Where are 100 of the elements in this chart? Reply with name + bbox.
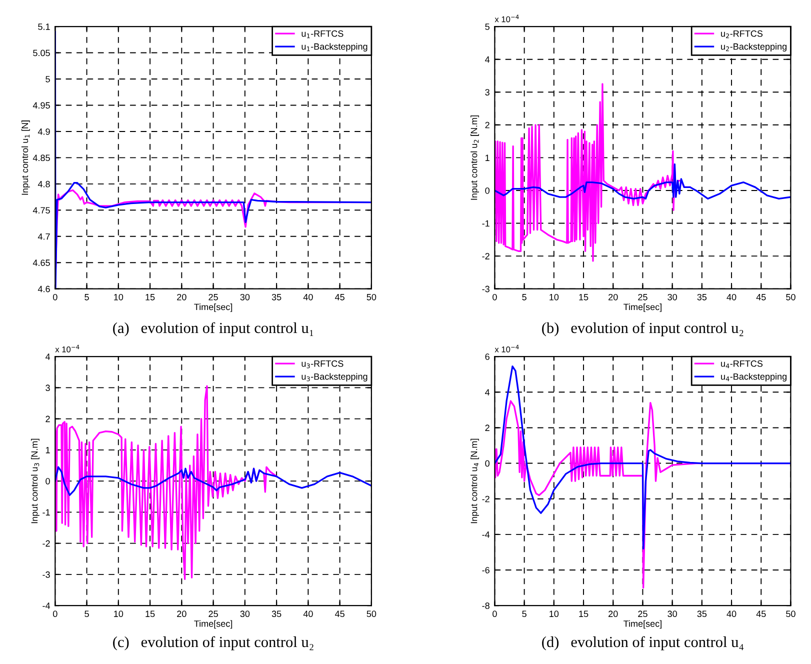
x-tick-label: 40: [726, 294, 736, 300]
y-tick-label: 4.75: [32, 207, 50, 214]
x-tick-label: 30: [668, 294, 677, 300]
x-tick-label: 30: [668, 610, 677, 618]
x-tick-label: 45: [334, 610, 344, 618]
x-tick-label: 45: [756, 610, 766, 618]
y-axis-title: Input control u$_{2}$ [N.m]: [470, 116, 479, 200]
x-tick-label: 25: [208, 294, 218, 300]
y-tick-label: 5: [46, 76, 50, 82]
x-tick-label: 20: [177, 610, 186, 618]
x-tick-label: 40: [303, 294, 313, 300]
x-tick-label: 15: [579, 294, 588, 300]
x-tick-label: 50: [786, 294, 796, 300]
y-tick-label: 4.9: [38, 128, 50, 135]
y-tick-label: 0: [485, 187, 490, 194]
y-tick-label: -1: [42, 509, 50, 516]
y-tick-label: 2: [485, 424, 490, 431]
x-tick-label: 35: [697, 610, 707, 618]
x-tick-label: 15: [579, 610, 588, 618]
legend-label: u$_{4}$-RFTCS: [721, 360, 763, 368]
line-series: [494, 163, 791, 200]
text: x 10$^{−4}$: [494, 344, 519, 352]
y-tick-label: 1: [486, 154, 490, 161]
x-tick-label: 0: [52, 294, 58, 300]
x-tick-label: 30: [240, 294, 250, 300]
legend-label: u$_{1}$-RFTCS: [302, 30, 344, 38]
y-tick-label: 4.6: [38, 286, 50, 292]
legend-label: u$_{2}$-Backstepping: [721, 43, 786, 52]
x-axis-title: Time[sec]: [194, 304, 232, 312]
x-tick-label: 45: [756, 294, 766, 300]
y-tick-label: 1: [46, 447, 50, 454]
text: x 10$^{−4}$: [494, 14, 519, 22]
y-tick-label: 5.1: [38, 24, 50, 30]
y-tick-label: 4.85: [32, 154, 50, 162]
y-tick-label: -1: [482, 220, 490, 227]
y-tick-label: 5: [485, 24, 490, 30]
text: (a) evolution of input control u₁: [113, 322, 314, 336]
y-tick-label: 6: [485, 354, 490, 360]
x-tick-label: 10: [550, 294, 559, 300]
legend-label: u$_{2}$-RFTCS: [721, 30, 763, 38]
text: x 10$^{−4}$: [55, 344, 80, 352]
y-tick-label: 0: [46, 478, 50, 484]
y-tick-label: 4.65: [32, 260, 50, 266]
legend-label: u$_{4}$-Backstepping: [721, 373, 786, 382]
y-tick-label: 4.7: [38, 233, 50, 240]
x-tick-label: 15: [146, 294, 155, 300]
legend-label: u$_{3}$-RFTCS: [302, 360, 344, 368]
text: (d) evolution of input control u₄: [542, 636, 744, 650]
x-tick-label: 35: [697, 294, 707, 300]
y-tick-label: -2: [482, 253, 490, 260]
x-tick-label: 20: [177, 294, 186, 300]
y-tick-label: 3: [485, 89, 490, 96]
x-tick-label: 40: [726, 610, 736, 618]
y-tick-label: -3: [42, 571, 50, 578]
legend-label: u$_{3}$-Backstepping: [302, 373, 368, 382]
y-tick-label: 3: [46, 384, 50, 392]
x-tick-label: 5: [84, 610, 89, 618]
legend-label: u$_{1}$-Backstepping: [302, 43, 368, 52]
x-tick-label: 25: [208, 610, 218, 618]
line-series: [55, 466, 372, 496]
y-tick-label: 4.95: [32, 102, 50, 109]
y-axis-title: Input control u$_{4}$ [N.m]: [470, 438, 479, 524]
y-tick-label: 5.05: [33, 50, 50, 56]
text: (c) evolution of input control u₂: [113, 636, 314, 650]
x-tick-label: 35: [272, 294, 282, 300]
y-tick-label: -4: [42, 602, 50, 609]
y-tick-label: 2: [46, 416, 50, 422]
x-tick-label: 30: [240, 610, 250, 618]
x-tick-label: 0: [52, 610, 58, 618]
x-tick-label: 45: [334, 294, 344, 300]
x-tick-label: 0: [492, 610, 497, 618]
x-tick-label: 20: [608, 610, 618, 618]
text: (b) evolution of input control u₂: [542, 322, 744, 336]
y-tick-label: 2: [485, 122, 490, 128]
x-tick-label: 50: [366, 294, 376, 300]
x-axis-title: Time[sec]: [624, 304, 662, 312]
y-tick-label: 0: [485, 460, 490, 467]
y-tick-label: -2: [42, 540, 50, 547]
x-tick-label: 50: [786, 610, 796, 618]
x-tick-label: 40: [303, 610, 313, 618]
x-tick-label: 20: [608, 294, 618, 300]
line-series: [55, 385, 278, 580]
y-tick-label: 4: [485, 389, 490, 396]
x-axis-title: Time[sec]: [194, 620, 232, 629]
y-tick-label: -8: [482, 602, 490, 609]
y-tick-label: -6: [482, 566, 490, 574]
x-tick-label: 5: [522, 294, 526, 300]
x-tick-label: 25: [638, 294, 648, 300]
x-tick-label: 5: [84, 294, 89, 300]
x-tick-label: 25: [638, 610, 648, 618]
x-tick-label: 10: [114, 294, 124, 300]
y-axis-title: Input control u$_{3}$ [N.m]: [30, 438, 40, 524]
x-tick-label: 0: [492, 294, 497, 300]
y-axis-title: Input control u$_{1}$ [N]: [21, 120, 30, 195]
x-tick-label: 10: [550, 610, 559, 618]
y-tick-label: -3: [482, 286, 490, 292]
y-tick-label: -2: [482, 496, 490, 502]
y-tick-label: 4.8: [38, 180, 50, 188]
y-tick-label: -4: [482, 531, 490, 538]
x-tick-label: 10: [114, 610, 124, 618]
